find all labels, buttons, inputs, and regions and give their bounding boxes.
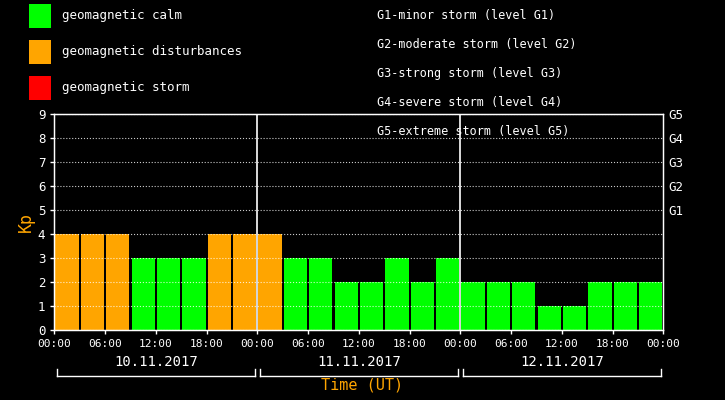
Bar bbox=[283, 258, 307, 330]
Y-axis label: Kp: Kp bbox=[17, 212, 35, 232]
Bar bbox=[639, 282, 663, 330]
Bar bbox=[309, 258, 333, 330]
Bar bbox=[106, 234, 130, 330]
Bar bbox=[258, 234, 282, 330]
Text: Time (UT): Time (UT) bbox=[321, 377, 404, 392]
Bar bbox=[512, 282, 536, 330]
Text: G3-strong storm (level G3): G3-strong storm (level G3) bbox=[377, 67, 563, 80]
Bar bbox=[55, 234, 79, 330]
Bar bbox=[486, 282, 510, 330]
Bar bbox=[360, 282, 384, 330]
Text: 11.11.2017: 11.11.2017 bbox=[317, 355, 401, 369]
Bar bbox=[385, 258, 409, 330]
Text: G4-severe storm (level G4): G4-severe storm (level G4) bbox=[377, 96, 563, 109]
Text: G5-extreme storm (level G5): G5-extreme storm (level G5) bbox=[377, 125, 569, 138]
Text: geomagnetic disturbances: geomagnetic disturbances bbox=[62, 46, 241, 58]
Text: geomagnetic storm: geomagnetic storm bbox=[62, 82, 189, 94]
Bar bbox=[80, 234, 104, 330]
Text: G2-moderate storm (level G2): G2-moderate storm (level G2) bbox=[377, 38, 576, 51]
Bar bbox=[131, 258, 155, 330]
Bar bbox=[233, 234, 257, 330]
Bar bbox=[613, 282, 637, 330]
Bar bbox=[461, 282, 485, 330]
Text: 10.11.2017: 10.11.2017 bbox=[114, 355, 198, 369]
Bar bbox=[588, 282, 612, 330]
Bar bbox=[436, 258, 460, 330]
Bar bbox=[410, 282, 434, 330]
Bar bbox=[563, 306, 587, 330]
Bar bbox=[182, 258, 206, 330]
Bar bbox=[334, 282, 358, 330]
Text: geomagnetic calm: geomagnetic calm bbox=[62, 10, 182, 22]
Bar bbox=[537, 306, 561, 330]
Text: 12.11.2017: 12.11.2017 bbox=[520, 355, 604, 369]
Bar bbox=[207, 234, 231, 330]
Bar bbox=[157, 258, 181, 330]
Text: G1-minor storm (level G1): G1-minor storm (level G1) bbox=[377, 10, 555, 22]
